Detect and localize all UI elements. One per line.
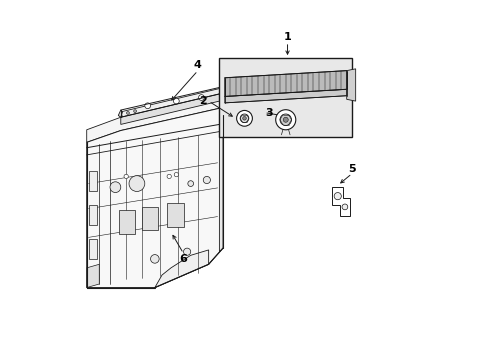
Circle shape (280, 114, 291, 126)
Bar (219, 58, 351, 137)
Circle shape (167, 174, 171, 179)
Bar (142, 207, 158, 230)
Circle shape (183, 248, 190, 255)
Circle shape (173, 98, 179, 104)
Circle shape (124, 174, 128, 179)
Circle shape (126, 112, 129, 114)
Polygon shape (346, 69, 355, 101)
Polygon shape (121, 94, 219, 125)
Bar (119, 211, 135, 234)
Polygon shape (224, 89, 346, 103)
Polygon shape (86, 108, 223, 288)
Circle shape (283, 117, 287, 122)
Circle shape (333, 193, 341, 200)
Bar (167, 203, 183, 226)
Text: 3: 3 (265, 108, 273, 118)
Bar (88, 205, 97, 225)
Text: 4: 4 (194, 60, 202, 70)
Circle shape (129, 176, 144, 192)
Bar (88, 239, 97, 259)
Text: 5: 5 (347, 164, 355, 174)
Circle shape (275, 110, 295, 130)
Text: 1: 1 (283, 32, 291, 41)
Circle shape (198, 95, 204, 100)
Polygon shape (86, 94, 223, 142)
Polygon shape (332, 187, 349, 216)
Polygon shape (118, 110, 122, 117)
Circle shape (240, 114, 248, 123)
Circle shape (242, 117, 246, 120)
Circle shape (203, 176, 210, 184)
Text: 6: 6 (179, 254, 187, 264)
Circle shape (174, 172, 178, 177)
Circle shape (110, 182, 121, 193)
Circle shape (341, 204, 347, 210)
Polygon shape (155, 250, 208, 288)
Polygon shape (224, 71, 346, 96)
Text: 2: 2 (199, 96, 207, 106)
Circle shape (150, 255, 159, 263)
Polygon shape (219, 108, 223, 252)
Circle shape (144, 103, 150, 109)
Polygon shape (121, 89, 221, 117)
Bar (88, 171, 97, 191)
Circle shape (236, 111, 252, 126)
Polygon shape (86, 264, 99, 288)
Circle shape (187, 181, 193, 186)
Circle shape (133, 110, 136, 113)
